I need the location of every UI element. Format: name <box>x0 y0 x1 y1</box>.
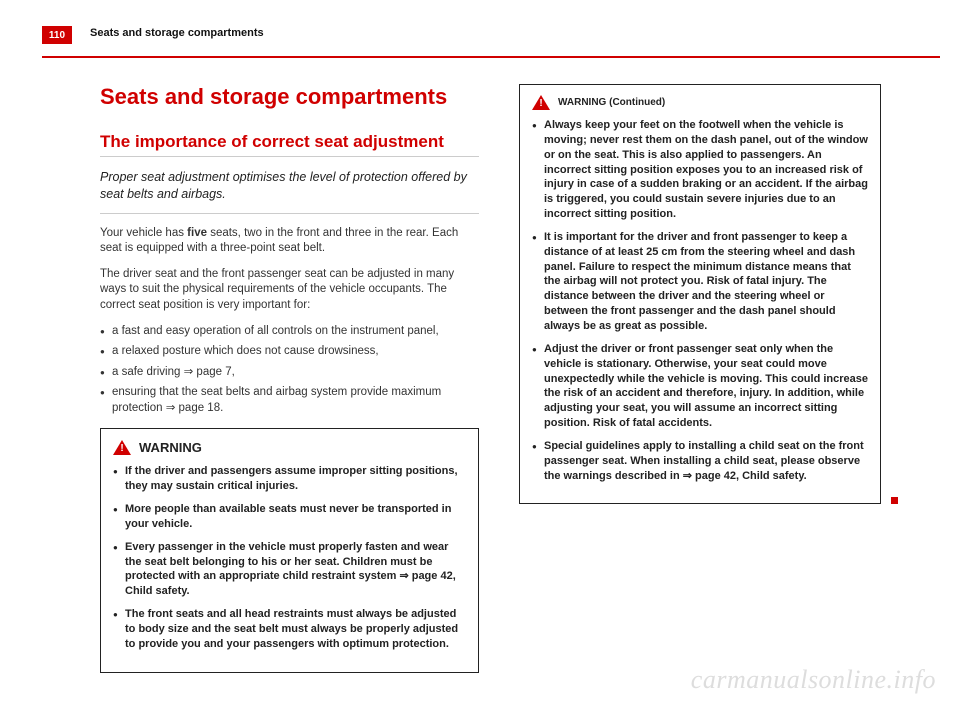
warning-item: It is important for the driver and front… <box>532 230 868 334</box>
warning-list-right: Always keep your feet on the footwell wh… <box>532 118 868 483</box>
warning-header-continued: WARNING (Continued) <box>532 95 868 110</box>
warning-item: The front seats and all head restraints … <box>113 607 466 652</box>
warning-continued-label: WARNING (Continued) <box>558 96 665 110</box>
warning-box-left: WARNING If the driver and passengers ass… <box>100 428 479 673</box>
section-title: The importance of correct seat adjustmen… <box>100 132 479 157</box>
warning-header: WARNING <box>113 439 466 457</box>
content-area: Seats and storage compartments The impor… <box>100 84 898 673</box>
warning-list-left: If the driver and passengers assume impr… <box>113 464 466 651</box>
warning-item: Always keep your feet on the footwell wh… <box>532 118 868 222</box>
list-item: a fast and easy operation of all control… <box>100 323 479 339</box>
section-end-mark-icon <box>891 497 898 504</box>
body-list: a fast and easy operation of all control… <box>100 323 479 415</box>
list-item: ensuring that the seat belts and airbag … <box>100 384 479 416</box>
running-header: Seats and storage compartments <box>90 27 264 39</box>
p1a: Your vehicle has <box>100 227 187 239</box>
chapter-title: Seats and storage compartments <box>100 84 479 110</box>
page-number-badge: 110 <box>42 26 72 44</box>
warning-item: Adjust the driver or front passenger sea… <box>532 342 868 431</box>
right-column: WARNING (Continued) Always keep your fee… <box>519 84 898 673</box>
header-rule <box>42 56 940 58</box>
warning-label: WARNING <box>139 439 202 457</box>
warning-triangle-icon <box>532 95 550 110</box>
left-column: Seats and storage compartments The impor… <box>100 84 479 673</box>
warning-box-right: WARNING (Continued) Always keep your fee… <box>519 84 881 504</box>
watermark-text: carmanualsonline.info <box>691 665 936 695</box>
p1b-strong: five <box>187 227 207 239</box>
warning-triangle-icon <box>113 440 131 455</box>
warning-item: Special guidelines apply to installing a… <box>532 439 868 484</box>
list-item: a relaxed posture which does not cause d… <box>100 343 479 359</box>
warning-item: Every passenger in the vehicle must prop… <box>113 540 466 599</box>
list-item: a safe driving ⇒ page 7, <box>100 364 479 380</box>
warning-item: More people than available seats must ne… <box>113 502 466 532</box>
warning-item: If the driver and passengers assume impr… <box>113 464 466 494</box>
body-paragraph-1: Your vehicle has five seats, two in the … <box>100 226 479 257</box>
lede-paragraph: Proper seat adjustment optimises the lev… <box>100 169 479 214</box>
body-paragraph-2: The driver seat and the front passenger … <box>100 267 479 314</box>
